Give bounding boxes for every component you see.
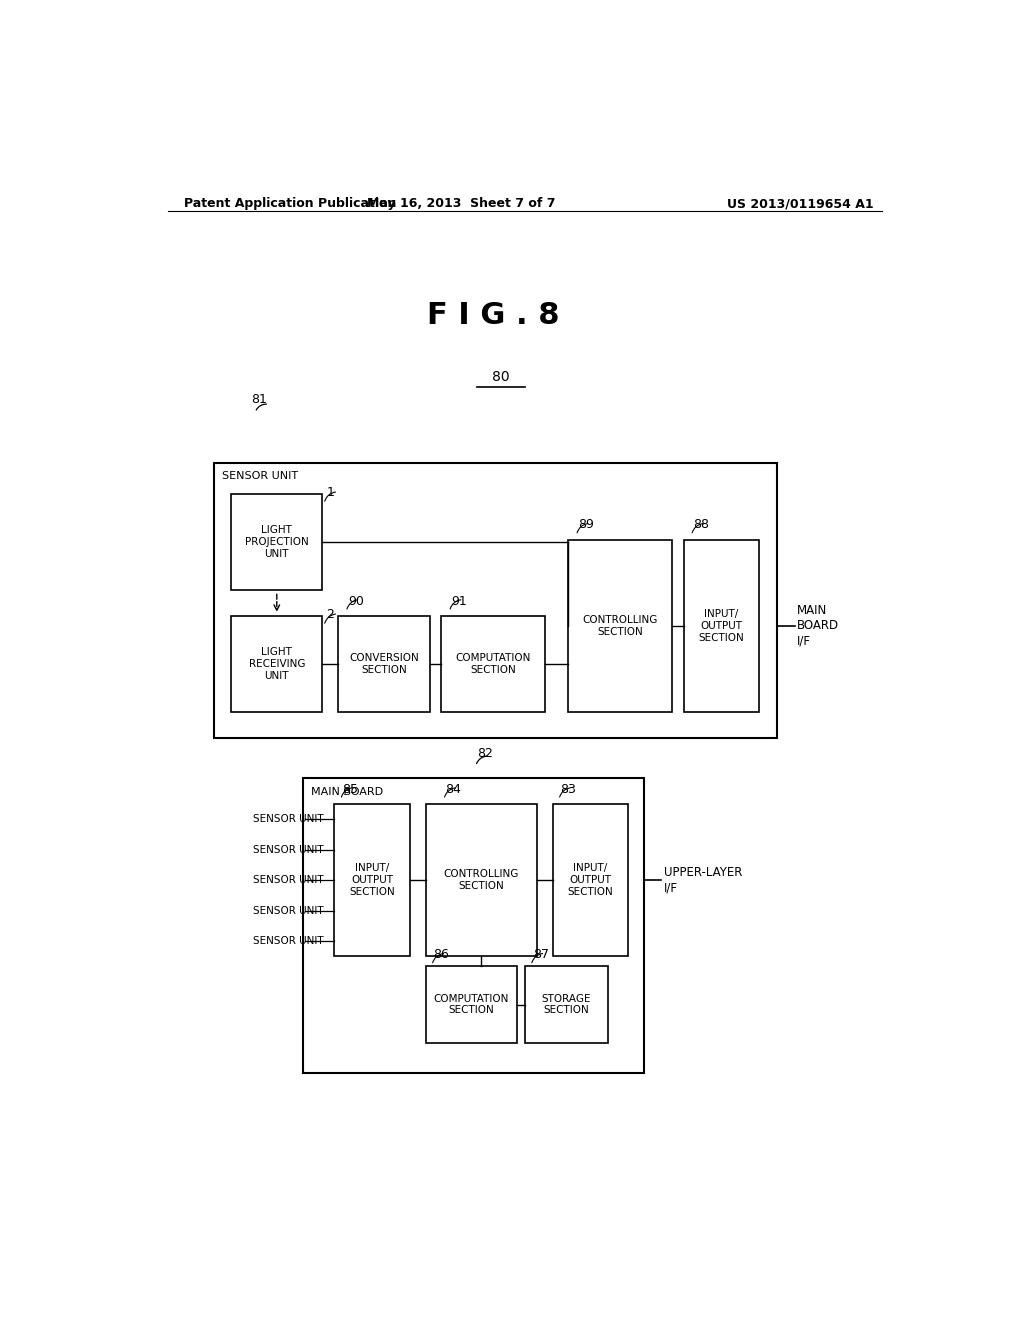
Text: 87: 87 bbox=[532, 948, 549, 961]
Text: 80: 80 bbox=[493, 370, 510, 384]
Text: UPPER-LAYER
I/F: UPPER-LAYER I/F bbox=[664, 866, 742, 894]
FancyBboxPatch shape bbox=[231, 615, 323, 713]
FancyBboxPatch shape bbox=[214, 463, 777, 738]
Text: INPUT/
OUTPUT
SECTION: INPUT/ OUTPUT SECTION bbox=[567, 863, 613, 896]
FancyBboxPatch shape bbox=[441, 615, 545, 713]
Text: INPUT/
OUTPUT
SECTION: INPUT/ OUTPUT SECTION bbox=[349, 863, 395, 896]
Text: INPUT/
OUTPUT
SECTION: INPUT/ OUTPUT SECTION bbox=[698, 610, 744, 643]
Text: 89: 89 bbox=[578, 519, 594, 532]
Text: LIGHT
PROJECTION
UNIT: LIGHT PROJECTION UNIT bbox=[245, 525, 308, 558]
Text: SENSOR UNIT: SENSOR UNIT bbox=[253, 906, 324, 916]
FancyBboxPatch shape bbox=[426, 804, 537, 956]
Text: STORAGE
SECTION: STORAGE SECTION bbox=[542, 994, 591, 1015]
Text: SENSOR UNIT: SENSOR UNIT bbox=[253, 936, 324, 946]
FancyBboxPatch shape bbox=[684, 540, 759, 713]
Text: SENSOR UNIT: SENSOR UNIT bbox=[253, 845, 324, 854]
Text: 83: 83 bbox=[560, 783, 577, 796]
Text: 88: 88 bbox=[693, 519, 709, 532]
Text: 84: 84 bbox=[445, 783, 462, 796]
FancyBboxPatch shape bbox=[553, 804, 628, 956]
FancyBboxPatch shape bbox=[338, 615, 430, 713]
Text: 82: 82 bbox=[477, 747, 494, 760]
FancyBboxPatch shape bbox=[231, 494, 323, 590]
FancyBboxPatch shape bbox=[524, 966, 608, 1043]
FancyBboxPatch shape bbox=[334, 804, 410, 956]
Text: 91: 91 bbox=[451, 594, 467, 607]
Text: MAIN BOARD: MAIN BOARD bbox=[310, 787, 383, 796]
Text: CONVERSION
SECTION: CONVERSION SECTION bbox=[349, 653, 419, 675]
FancyBboxPatch shape bbox=[303, 779, 644, 1073]
Text: MAIN
BOARD
I/F: MAIN BOARD I/F bbox=[797, 605, 839, 647]
Text: 1: 1 bbox=[327, 486, 334, 499]
FancyBboxPatch shape bbox=[568, 540, 672, 713]
Text: COMPUTATION
SECTION: COMPUTATION SECTION bbox=[456, 653, 530, 675]
Text: 85: 85 bbox=[342, 783, 358, 796]
Text: COMPUTATION
SECTION: COMPUTATION SECTION bbox=[433, 994, 509, 1015]
Text: 2: 2 bbox=[327, 609, 334, 620]
Text: 90: 90 bbox=[348, 594, 364, 607]
Text: Patent Application Publication: Patent Application Publication bbox=[183, 197, 396, 210]
Text: SENSOR UNIT: SENSOR UNIT bbox=[221, 471, 298, 482]
Text: 81: 81 bbox=[251, 393, 267, 407]
Text: F I G . 8: F I G . 8 bbox=[427, 301, 559, 330]
Text: CONTROLLING
SECTION: CONTROLLING SECTION bbox=[583, 615, 657, 636]
Text: LIGHT
RECEIVING
UNIT: LIGHT RECEIVING UNIT bbox=[249, 647, 305, 681]
Text: CONTROLLING
SECTION: CONTROLLING SECTION bbox=[443, 870, 519, 891]
Text: SENSOR UNIT: SENSOR UNIT bbox=[253, 814, 324, 824]
Text: US 2013/0119654 A1: US 2013/0119654 A1 bbox=[727, 197, 873, 210]
Text: SENSOR UNIT: SENSOR UNIT bbox=[253, 875, 324, 884]
Text: May 16, 2013  Sheet 7 of 7: May 16, 2013 Sheet 7 of 7 bbox=[367, 197, 556, 210]
Text: 86: 86 bbox=[433, 948, 450, 961]
FancyBboxPatch shape bbox=[426, 966, 517, 1043]
